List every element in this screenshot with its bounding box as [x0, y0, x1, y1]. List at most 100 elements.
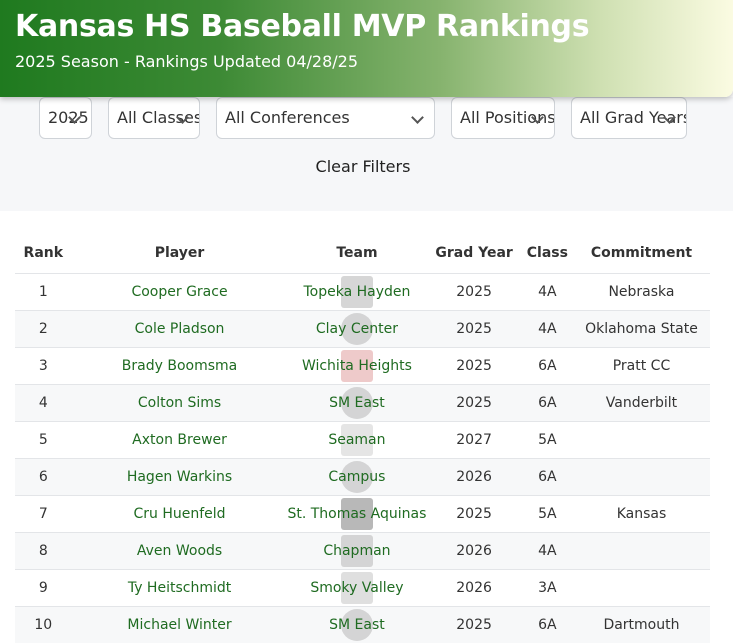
class-select-value: All Classes	[117, 108, 200, 127]
team-logo-icon	[340, 534, 373, 567]
page-title: Kansas HS Baseball MVP Rankings	[15, 9, 590, 44]
position-select[interactable]: All Positions	[451, 97, 555, 139]
commitment-cell: Oklahoma State	[572, 309, 710, 347]
grad-year-cell: 2026	[426, 457, 522, 495]
rank-cell: 1	[15, 272, 72, 310]
team-cell[interactable]: SM East	[287, 605, 427, 643]
position-select-value: All Positions	[460, 108, 555, 127]
player-link[interactable]: Aven Woods	[71, 531, 288, 569]
team-link[interactable]: Clay Center	[315, 320, 398, 337]
commitment-cell	[572, 420, 710, 458]
table-row: 2 Cole Pladson Clay Center 2025 4A Oklah…	[15, 309, 710, 347]
column-header-team[interactable]: Team	[336, 244, 378, 261]
page-subtitle: 2025 Season - Rankings Updated 04/28/25	[15, 52, 359, 71]
grad-year-select[interactable]: All Grad Years	[571, 97, 687, 139]
player-link[interactable]: Brady Boomsma	[71, 346, 288, 384]
table-row: 9 Ty Heitschmidt Smoky Valley 2026 3A	[15, 568, 710, 606]
player-link[interactable]: Cole Pladson	[71, 309, 288, 347]
class-cell: 6A	[521, 605, 573, 643]
player-link[interactable]: Ty Heitschmidt	[71, 568, 288, 606]
commitment-cell: Dartmouth	[572, 605, 710, 643]
player-link[interactable]: Axton Brewer	[71, 420, 288, 458]
grad-year-cell: 2025	[426, 309, 522, 347]
grad-year-cell: 2027	[426, 420, 522, 458]
column-header-class[interactable]: Class	[526, 244, 568, 261]
class-cell: 4A	[521, 531, 573, 569]
team-link[interactable]: Chapman	[323, 542, 391, 559]
table-row: 1 Cooper Grace Topeka Hayden 2025 4A Neb…	[15, 272, 710, 310]
conference-select[interactable]: All Conferences	[216, 97, 435, 139]
team-link[interactable]: Smoky Valley	[310, 579, 404, 596]
chevron-down-icon	[411, 111, 424, 124]
grad-year-cell: 2026	[426, 531, 522, 569]
filter-bar: 2025 All Classes All Conferences All Pos…	[0, 97, 733, 211]
year-select-value: 2025	[48, 108, 89, 127]
rank-cell: 6	[15, 457, 72, 495]
class-cell: 4A	[521, 309, 573, 347]
team-cell[interactable]: St. Thomas Aquinas	[287, 494, 427, 532]
rank-cell: 3	[15, 346, 72, 384]
table-row: 3 Brady Boomsma Wichita Heights 2025 6A …	[15, 346, 710, 384]
column-header-grad-year[interactable]: Grad Year	[435, 244, 513, 261]
table-row: 4 Colton Sims SM East 2025 6A Vanderbilt	[15, 383, 710, 421]
page-header: Kansas HS Baseball MVP Rankings 2025 Sea…	[0, 0, 733, 97]
team-link[interactable]: Wichita Heights	[301, 357, 412, 374]
team-link[interactable]: SM East	[329, 616, 385, 633]
team-logo-icon	[340, 497, 373, 530]
grad-year-cell: 2026	[426, 568, 522, 606]
team-cell[interactable]: Campus	[287, 457, 427, 495]
team-logo-icon	[340, 349, 373, 382]
commitment-cell	[572, 568, 710, 606]
class-cell: 3A	[521, 568, 573, 606]
grad-year-cell: 2025	[426, 346, 522, 384]
column-header-rank[interactable]: Rank	[23, 244, 64, 261]
team-logo-icon	[340, 386, 373, 419]
commitment-cell: Nebraska	[572, 272, 710, 310]
commitment-cell	[572, 457, 710, 495]
player-link[interactable]: Cru Huenfeld	[71, 494, 288, 532]
class-cell: 4A	[521, 272, 573, 310]
team-cell[interactable]: Topeka Hayden	[287, 272, 427, 310]
team-link[interactable]: Campus	[328, 468, 386, 485]
grad-year-cell: 2025	[426, 383, 522, 421]
team-link[interactable]: St. Thomas Aquinas	[287, 505, 427, 522]
class-select[interactable]: All Classes	[108, 97, 200, 139]
class-cell: 6A	[521, 383, 573, 421]
rank-cell: 8	[15, 531, 72, 569]
column-header-player[interactable]: Player	[154, 244, 205, 261]
table-row: 5 Axton Brewer Seaman 2027 5A	[15, 420, 710, 458]
player-link[interactable]: Hagen Warkins	[71, 457, 288, 495]
team-logo-icon	[340, 460, 373, 493]
team-cell[interactable]: Seaman	[287, 420, 427, 458]
player-link[interactable]: Colton Sims	[71, 383, 288, 421]
rank-cell: 9	[15, 568, 72, 606]
rank-cell: 4	[15, 383, 72, 421]
table-row: 6 Hagen Warkins Campus 2026 6A	[15, 457, 710, 495]
rank-cell: 2	[15, 309, 72, 347]
column-header-commitment[interactable]: Commitment	[590, 244, 693, 261]
team-link[interactable]: SM East	[329, 394, 385, 411]
player-link[interactable]: Michael Winter	[71, 605, 288, 643]
team-cell[interactable]: Clay Center	[287, 309, 427, 347]
clear-filters-button[interactable]: Clear Filters	[312, 153, 414, 181]
class-cell: 6A	[521, 346, 573, 384]
conference-select-value: All Conferences	[225, 108, 350, 127]
team-cell[interactable]: Chapman	[287, 531, 427, 569]
commitment-cell: Pratt CC	[572, 346, 710, 384]
class-cell: 5A	[521, 494, 573, 532]
rankings-table: Rank Player Team Grad Year Class Commitm…	[15, 233, 710, 643]
team-link[interactable]: Topeka Hayden	[303, 283, 411, 300]
rankings-table-container: Rank Player Team Grad Year Class Commitm…	[15, 233, 710, 643]
team-cell[interactable]: SM East	[287, 383, 427, 421]
team-cell[interactable]: Wichita Heights	[287, 346, 427, 384]
team-cell[interactable]: Smoky Valley	[287, 568, 427, 606]
team-logo-icon	[340, 608, 373, 641]
player-link[interactable]: Cooper Grace	[71, 272, 288, 310]
team-logo-icon	[340, 423, 373, 456]
grad-year-select-value: All Grad Years	[580, 108, 687, 127]
table-row: 10 Michael Winter SM East 2025 6A Dartmo…	[15, 605, 710, 643]
team-link[interactable]: Seaman	[328, 431, 386, 448]
grad-year-cell: 2025	[426, 272, 522, 310]
year-select[interactable]: 2025	[39, 97, 92, 139]
class-cell: 5A	[521, 420, 573, 458]
